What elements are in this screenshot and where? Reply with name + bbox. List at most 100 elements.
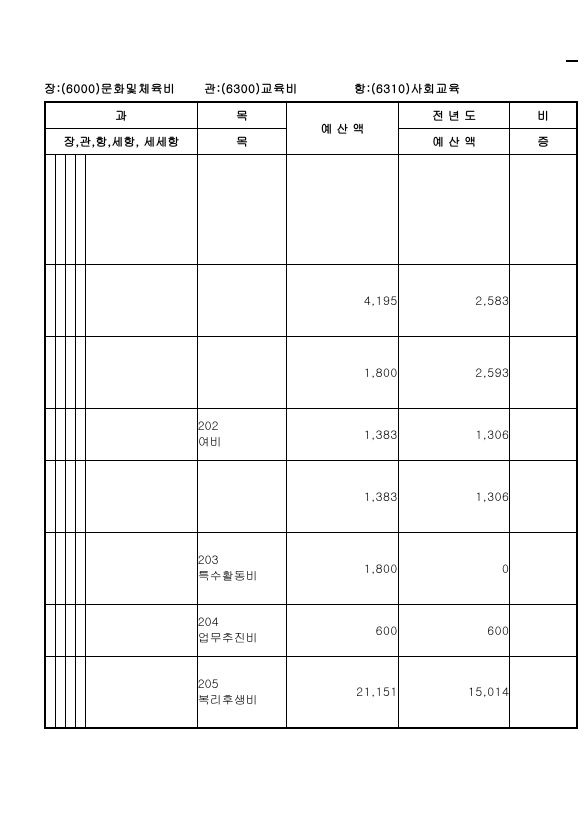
hierarchy-strip [75, 264, 85, 336]
cell-budget: 1,800 [287, 532, 399, 604]
hierarchy-strip [55, 604, 65, 656]
hierarchy-strip [55, 264, 65, 336]
cell-budget: 1,383 [287, 408, 399, 460]
cell-bi [510, 336, 577, 408]
budget-table: 과 목 예 산 액 전 년 도 비 장,관,항,세항, 세세항 목 예 산 액 … [44, 101, 578, 729]
mok-label: 복리후생비 [198, 692, 286, 708]
table-row: 203특수활동비1,8000 [45, 532, 577, 604]
hierarchy-strip [55, 154, 65, 264]
cell-prev: 600 [398, 604, 510, 656]
hierarchy-strip [45, 460, 55, 532]
cell-budget: 600 [287, 604, 399, 656]
cell-mok: 205복리후생비 [197, 656, 286, 728]
hierarchy-strip [45, 656, 55, 728]
hierarchy-strip [86, 264, 198, 336]
mok-label: 특수활동비 [198, 568, 286, 584]
table-row: 202여비1,3831,306 [45, 408, 577, 460]
cell-mok [197, 336, 286, 408]
hierarchy-strip [86, 532, 198, 604]
cell-mok: 203특수활동비 [197, 532, 286, 604]
cell-prev: 2,583 [398, 264, 510, 336]
table-row: 1,3831,306 [45, 460, 577, 532]
table-body: 4,1952,5831,8002,593202여비1,3831,3061,383… [45, 154, 577, 728]
hierarchy-strip [45, 336, 55, 408]
cell-bi [510, 264, 577, 336]
col-budget: 예 산 액 [287, 102, 399, 154]
mok-code: 203 [198, 552, 286, 568]
cell-mok [197, 154, 286, 264]
hierarchy-strip [45, 408, 55, 460]
cell-mok [197, 264, 286, 336]
hierarchy-strip [65, 336, 75, 408]
col-mok-group: 목 [197, 102, 286, 128]
path-gwan: 관:(6300)교육비 [204, 80, 354, 97]
cell-bi [510, 408, 577, 460]
hierarchy-strip [86, 604, 198, 656]
hierarchy-strip [86, 336, 198, 408]
cell-budget [287, 154, 399, 264]
page-corner-mark [566, 60, 578, 62]
hierarchy-strip [75, 154, 85, 264]
mok-code: 202 [198, 418, 286, 434]
path-jang: 장:(6000)문화및체육비 [44, 80, 204, 97]
hierarchy-strip [65, 460, 75, 532]
cell-prev: 15,014 [398, 656, 510, 728]
table-row: 204업무추진비600600 [45, 604, 577, 656]
hierarchy-strip [45, 604, 55, 656]
hierarchy-strip [65, 532, 75, 604]
hierarchy-strip [65, 264, 75, 336]
cell-prev: 2,593 [398, 336, 510, 408]
hierarchy-strip [65, 408, 75, 460]
path-hang: 항:(6310)사회교육 [354, 80, 578, 97]
cell-prev: 1,306 [398, 460, 510, 532]
table-row [45, 154, 577, 264]
cell-budget: 1,383 [287, 460, 399, 532]
col-bi-bot: 증 [510, 128, 577, 154]
cell-mok: 204업무추진비 [197, 604, 286, 656]
page-content: 장:(6000)문화및체육비 관:(6300)교육비 항:(6310)사회교육 … [44, 80, 578, 729]
cell-budget: 1,800 [287, 336, 399, 408]
cell-prev: 1,306 [398, 408, 510, 460]
cell-mok: 202여비 [197, 408, 286, 460]
table-header: 과 목 예 산 액 전 년 도 비 장,관,항,세항, 세세항 목 예 산 액 … [45, 102, 577, 154]
hierarchy-strip [55, 460, 65, 532]
col-prev-bot: 예 산 액 [398, 128, 510, 154]
mok-label: 업무추진비 [198, 630, 286, 646]
hierarchy-strip [75, 532, 85, 604]
table-row: 205복리후생비21,15115,014 [45, 656, 577, 728]
mok-label: 여비 [198, 434, 286, 450]
hierarchy-strip [65, 154, 75, 264]
hierarchy-strip [86, 460, 198, 532]
hierarchy-strip [75, 604, 85, 656]
cell-budget: 21,151 [287, 656, 399, 728]
hierarchy-strip [75, 336, 85, 408]
hierarchy-strip [45, 154, 55, 264]
cell-bi [510, 154, 577, 264]
hierarchy-strip [75, 408, 85, 460]
category-path: 장:(6000)문화및체육비 관:(6300)교육비 항:(6310)사회교육 [44, 80, 578, 97]
hierarchy-strip [55, 408, 65, 460]
hierarchy-strip [55, 532, 65, 604]
hierarchy-strip [75, 656, 85, 728]
cell-bi [510, 656, 577, 728]
hierarchy-strip [86, 408, 198, 460]
hierarchy-strip [45, 264, 55, 336]
table-row: 1,8002,593 [45, 336, 577, 408]
cell-bi [510, 532, 577, 604]
cell-mok [197, 460, 286, 532]
cell-bi [510, 460, 577, 532]
table-row: 4,1952,583 [45, 264, 577, 336]
hierarchy-strip [55, 656, 65, 728]
hierarchy-strip [65, 656, 75, 728]
col-bi-top: 비 [510, 102, 577, 128]
cell-prev [398, 154, 510, 264]
cell-prev: 0 [398, 532, 510, 604]
hierarchy-strip [65, 604, 75, 656]
hierarchy-strip [45, 532, 55, 604]
cell-bi [510, 604, 577, 656]
hierarchy-strip [86, 656, 198, 728]
hierarchy-strip [55, 336, 65, 408]
hierarchy-strip [86, 154, 198, 264]
cell-budget: 4,195 [287, 264, 399, 336]
mok-code: 204 [198, 614, 286, 630]
